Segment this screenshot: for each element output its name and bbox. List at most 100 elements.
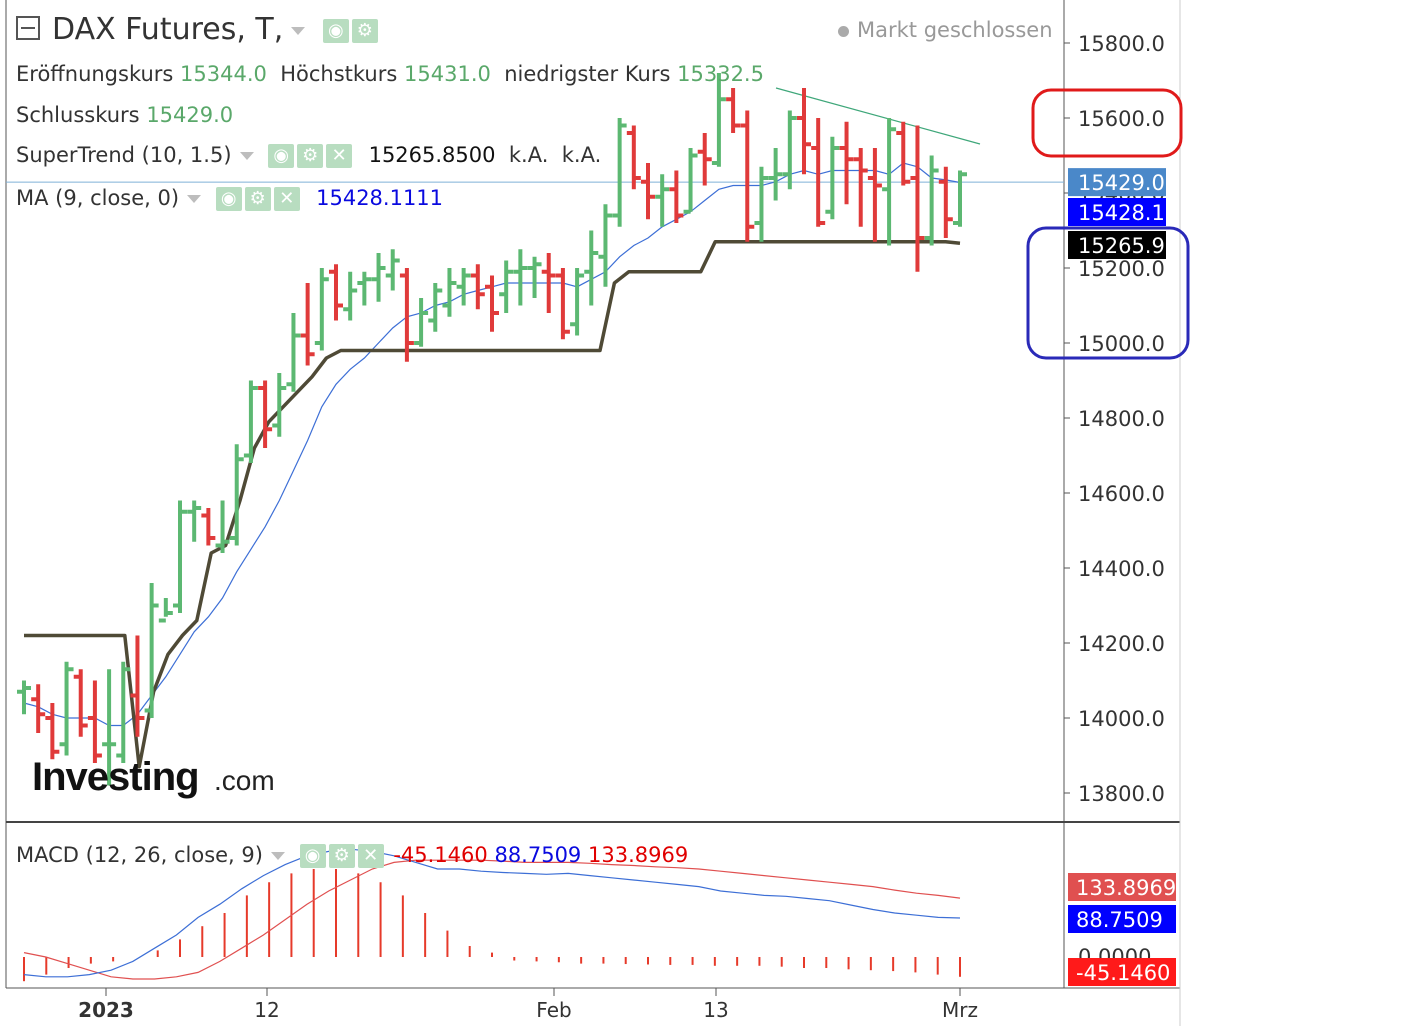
ohlc-bar	[371, 253, 386, 302]
gear-icon[interactable]: ⚙	[244, 187, 271, 211]
eye-icon[interactable]: ◉	[268, 144, 295, 168]
ohlc-bar	[499, 260, 514, 313]
x-tick-label: 12	[254, 998, 279, 1022]
eye-icon[interactable]: ◉	[299, 844, 326, 868]
trendline	[775, 87, 981, 145]
ohlc-bar	[555, 268, 570, 340]
y-tick-label: 15600.0	[1078, 107, 1165, 131]
ohlc-bar	[527, 256, 542, 298]
macd-signal-flag-text: 133.8969	[1076, 876, 1176, 900]
macd-hist-flag-text: -45.1460	[1076, 961, 1170, 985]
ohlc-bar	[641, 163, 655, 220]
ohlc-bar	[938, 166, 953, 238]
x-tick-label: Mrz	[942, 998, 978, 1022]
ohlc-bar	[215, 500, 230, 553]
ohlc-bar	[811, 118, 826, 227]
ohlc-bar	[797, 88, 811, 175]
ohlc-row-2: Schlusskurs 15429.0	[16, 103, 233, 127]
eye-icon[interactable]: ◉	[322, 18, 349, 43]
ma-path	[23, 162, 961, 727]
x-tick-label: 13	[703, 998, 728, 1022]
gear-icon[interactable]: ⚙	[328, 844, 355, 868]
close-icon[interactable]: ✕	[326, 144, 353, 168]
ohlc-bar	[924, 155, 939, 246]
collapse-icon[interactable]	[16, 15, 40, 40]
ohlc-bar	[272, 373, 287, 437]
ma-label: MA (9, close, 0)	[16, 186, 180, 210]
ma-flag-bg	[1068, 198, 1166, 226]
blue-annotation-box	[1026, 226, 1190, 360]
ohlc-bar	[683, 148, 698, 214]
ohlc-bar	[910, 125, 925, 272]
ohlc-bar	[73, 669, 88, 737]
macd-line-value: 88.7509	[494, 843, 582, 867]
ohlc-bar	[541, 253, 556, 313]
supertrend-label: SuperTrend (10, 1.5)	[16, 143, 232, 167]
ohlc-bar	[740, 110, 755, 242]
y-tick-label: 15800.0	[1078, 32, 1165, 56]
ohlc-bar	[17, 680, 31, 715]
close-icon[interactable]: ✕	[357, 844, 384, 868]
ohlc-bar	[59, 661, 74, 756]
resistance-trendline	[775, 87, 981, 145]
ohlc-bar	[300, 283, 315, 366]
ohlc-bar	[782, 110, 797, 190]
ohlc-bar	[839, 121, 854, 205]
ohlc-bar	[428, 283, 443, 332]
macd-hist-value: -45.1460	[393, 843, 488, 867]
ohlc-bar	[414, 298, 429, 347]
macd-signal-line	[23, 859, 961, 980]
ohlc-bar	[626, 125, 641, 190]
ohlc-bar	[102, 669, 117, 786]
y-tick-label: 15000.0	[1078, 332, 1165, 356]
ohlc-bar	[655, 174, 670, 227]
market-status: Markt geschlossen	[838, 18, 1053, 42]
macd-line-flag-bg	[1068, 905, 1176, 933]
close-flag-bg	[1068, 168, 1166, 197]
ohlc-bar	[754, 166, 769, 242]
ohlc-bar	[711, 73, 726, 167]
y-tick-label: 13800.0	[1078, 782, 1165, 806]
ohlc-row-1: Eröffnungskurs 15344.0 Höchstkurs 15431.…	[16, 62, 764, 86]
status-dot-icon	[838, 25, 849, 37]
chevron-down-icon[interactable]	[270, 852, 285, 860]
ma-legend: MA (9, close, 0) ◉ ⚙ ✕ 15428.1111	[16, 186, 443, 211]
ohlc-bar	[399, 268, 414, 362]
close-label: Schlusskurs	[16, 103, 140, 127]
ohlc-bar	[258, 380, 273, 448]
y-tick-label: 14600.0	[1078, 482, 1165, 506]
y-tick-label: 14800.0	[1078, 407, 1165, 431]
ohlc-bar	[697, 133, 712, 186]
supertrend-value-2: k.A.	[508, 143, 549, 167]
y-tick-label: 14000.0	[1078, 707, 1165, 731]
ohlc-bar	[187, 500, 202, 542]
supertrend-flag-text: 15265.9	[1078, 234, 1165, 258]
supertrend-flag-bg	[1068, 231, 1166, 259]
eye-icon[interactable]: ◉	[215, 187, 242, 211]
x-tick-label: 2023	[78, 998, 134, 1022]
red-annotation-box	[1031, 88, 1183, 158]
gear-icon[interactable]: ⚙	[297, 144, 324, 168]
chevron-down-icon[interactable]	[187, 195, 202, 203]
ohlc-bar	[768, 148, 783, 201]
ohlc-bar	[853, 148, 868, 227]
high-label: Höchstkurs	[280, 62, 398, 86]
gear-icon[interactable]: ⚙	[351, 18, 378, 43]
close-flag-text: 15429.0	[1078, 171, 1165, 195]
x-tick-label: Feb	[536, 998, 571, 1022]
chevron-down-icon[interactable]	[291, 26, 306, 35]
open-value: 15344.0	[180, 62, 267, 86]
ohlc-bar	[513, 249, 528, 306]
chevron-down-icon[interactable]	[239, 152, 254, 160]
plot-frame	[5, 0, 1181, 1026]
annotations	[1026, 88, 1190, 360]
ohlc-bars	[17, 73, 967, 786]
ohlc-bar	[357, 271, 372, 306]
low-label: niedrigster Kurs	[504, 62, 671, 86]
ohlc-bar	[485, 275, 499, 332]
supertrend-value-3: k.A.	[561, 143, 602, 167]
ohlc-bar	[173, 500, 187, 613]
ohlc-bar	[116, 661, 131, 763]
close-icon[interactable]: ✕	[273, 187, 300, 211]
